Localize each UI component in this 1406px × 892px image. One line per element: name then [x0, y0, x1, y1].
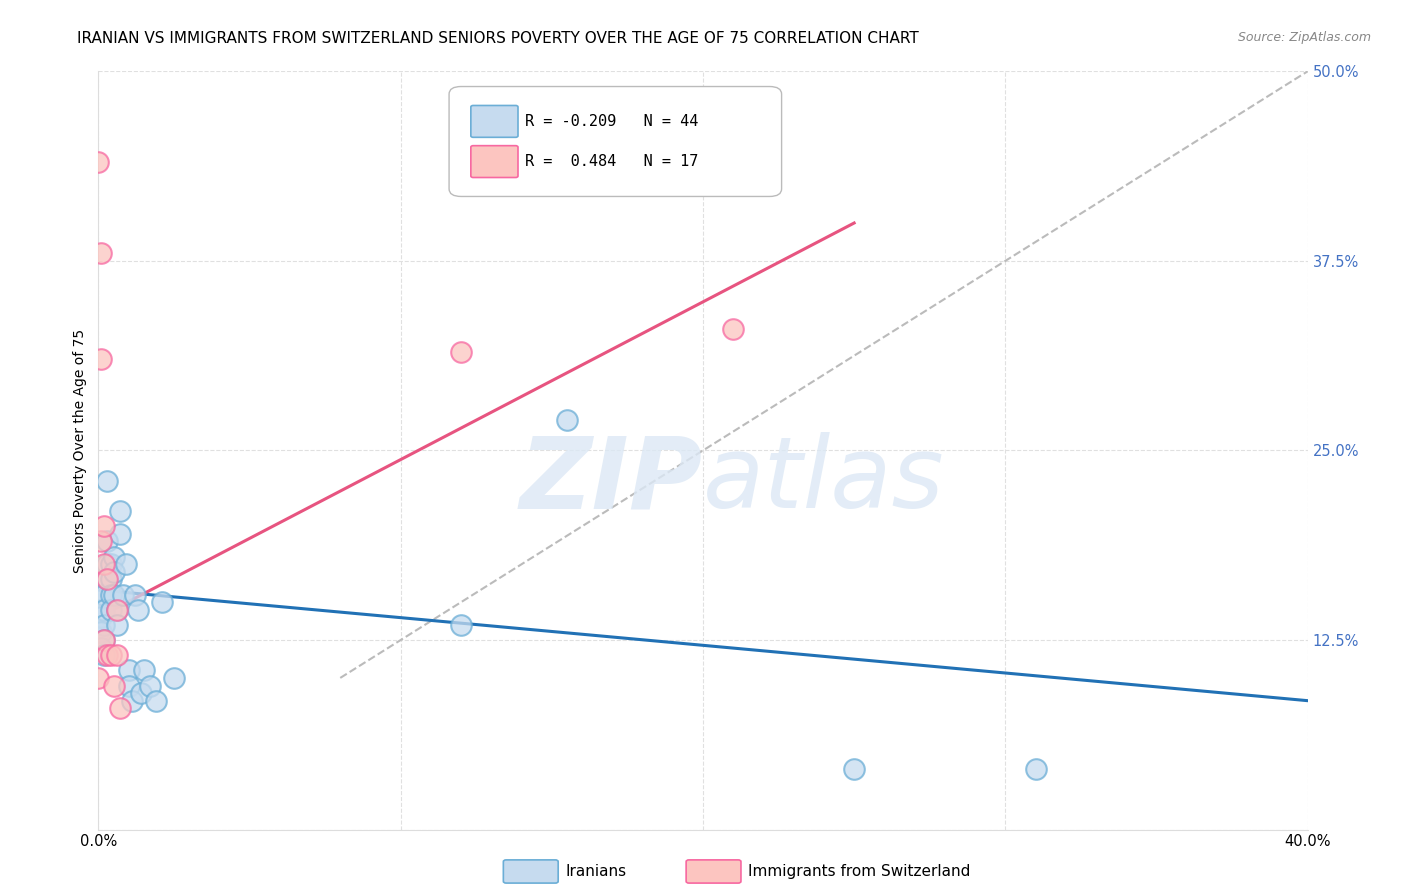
- Point: [105, 603, 128, 617]
- Point: [103, 549, 125, 564]
- Point: [108, 504, 131, 518]
- Point: [105, 617, 128, 632]
- Point: [87, 610, 110, 624]
- Point: [100, 648, 122, 662]
- Point: [121, 694, 143, 708]
- FancyBboxPatch shape: [471, 145, 517, 178]
- Text: Iranians: Iranians: [565, 864, 626, 879]
- Point: [127, 603, 149, 617]
- Text: Source: ZipAtlas.com: Source: ZipAtlas.com: [1237, 31, 1371, 45]
- Point: [118, 664, 141, 678]
- Point: [103, 588, 125, 602]
- Point: [105, 648, 128, 662]
- Point: [124, 588, 146, 602]
- Point: [844, 762, 866, 776]
- Point: [555, 413, 578, 427]
- Point: [93, 588, 115, 602]
- Point: [100, 603, 122, 617]
- Point: [93, 603, 115, 617]
- Point: [139, 678, 162, 692]
- Point: [93, 633, 115, 648]
- Point: [93, 648, 115, 662]
- Text: R = -0.209   N = 44: R = -0.209 N = 44: [526, 114, 699, 129]
- Text: Immigrants from Switzerland: Immigrants from Switzerland: [748, 864, 970, 879]
- Point: [96, 573, 118, 587]
- Point: [163, 671, 186, 685]
- Point: [100, 573, 122, 587]
- Point: [93, 519, 115, 533]
- Text: IRANIAN VS IMMIGRANTS FROM SWITZERLAND SENIORS POVERTY OVER THE AGE OF 75 CORREL: IRANIAN VS IMMIGRANTS FROM SWITZERLAND S…: [77, 31, 920, 46]
- Point: [87, 625, 110, 640]
- Point: [90, 603, 112, 617]
- Point: [87, 155, 110, 169]
- FancyBboxPatch shape: [449, 87, 782, 196]
- Point: [87, 671, 110, 685]
- Point: [93, 633, 115, 648]
- Point: [450, 617, 472, 632]
- Point: [90, 610, 112, 624]
- Point: [108, 701, 131, 715]
- Point: [96, 648, 118, 662]
- Point: [96, 534, 118, 549]
- Point: [723, 322, 745, 336]
- Point: [90, 534, 112, 549]
- Y-axis label: Seniors Poverty Over the Age of 75: Seniors Poverty Over the Age of 75: [73, 328, 87, 573]
- Point: [100, 588, 122, 602]
- Point: [150, 595, 173, 609]
- Point: [103, 678, 125, 692]
- Point: [129, 686, 152, 700]
- Point: [108, 526, 131, 541]
- Point: [93, 617, 115, 632]
- Point: [90, 246, 112, 260]
- Point: [90, 588, 112, 602]
- Text: ZIP: ZIP: [520, 433, 703, 529]
- Point: [132, 664, 155, 678]
- Point: [114, 557, 136, 572]
- Point: [105, 603, 128, 617]
- Text: atlas: atlas: [703, 433, 945, 529]
- Point: [96, 557, 118, 572]
- FancyBboxPatch shape: [471, 105, 517, 137]
- Point: [90, 640, 112, 655]
- Point: [1024, 762, 1046, 776]
- Point: [103, 565, 125, 579]
- Point: [96, 474, 118, 488]
- Point: [118, 678, 141, 692]
- Point: [450, 344, 472, 359]
- Point: [111, 588, 134, 602]
- Text: R =  0.484   N = 17: R = 0.484 N = 17: [526, 154, 699, 169]
- Point: [96, 573, 118, 587]
- Point: [93, 557, 115, 572]
- Point: [145, 694, 167, 708]
- Point: [100, 557, 122, 572]
- Point: [90, 352, 112, 367]
- Point: [90, 625, 112, 640]
